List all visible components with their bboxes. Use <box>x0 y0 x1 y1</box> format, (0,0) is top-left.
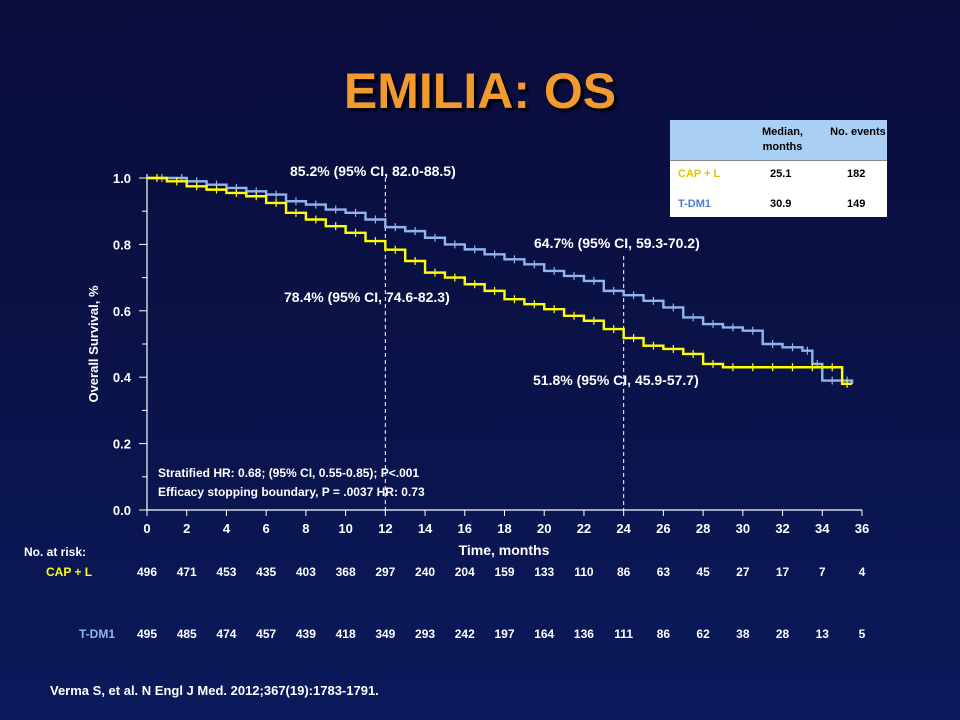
risk-count: 293 <box>415 627 436 641</box>
risk-count: 86 <box>656 627 671 641</box>
summary-table-header: Median, months No. events <box>670 120 887 160</box>
x-tick-label: 0 <box>143 521 150 536</box>
risk-count: 111 <box>614 627 633 641</box>
y-tick-label: 0.4 <box>113 370 132 385</box>
risk-count: 240 <box>415 565 436 579</box>
x-tick-label: 20 <box>537 521 551 536</box>
y-tick-label: 1.0 <box>113 171 131 186</box>
annotation-24m-tdm1: 64.7% (95% CI, 59.3-70.2) <box>534 235 700 251</box>
x-tick-label: 30 <box>736 521 750 536</box>
risk-count: 164 <box>534 627 555 641</box>
x-tick-label: 32 <box>775 521 789 536</box>
risk-count: 63 <box>656 565 671 579</box>
risk-count: 418 <box>335 627 356 641</box>
citation: Verma S, et al. N Engl J Med. 2012;367(1… <box>50 683 379 698</box>
header-events: No. events <box>830 126 886 138</box>
page-title: EMILIA: OS <box>343 63 617 119</box>
x-tick-label: 12 <box>378 521 392 536</box>
x-tick-label: 16 <box>458 521 472 536</box>
risk-count: 242 <box>454 627 475 641</box>
x-tick-label: 14 <box>418 521 433 536</box>
risk-count: 27 <box>736 565 750 579</box>
table-divider <box>670 160 887 161</box>
annotation-12m-capl: 78.4% (95% CI, 74.6-82.3) <box>284 289 450 305</box>
risk-count: 474 <box>216 627 237 641</box>
risk-count: 297 <box>375 565 396 579</box>
risk-label-capl: CAP + L <box>46 565 93 579</box>
y-tick-label: 0.6 <box>113 304 131 319</box>
row-median: 30.9 <box>770 198 792 210</box>
y-tick-label: 0.0 <box>113 503 131 518</box>
risk-count: 62 <box>696 627 710 641</box>
x-tick-label: 22 <box>577 521 591 536</box>
risk-header: No. at risk: <box>24 545 87 559</box>
x-tick-label: 24 <box>616 521 631 536</box>
chart-curves <box>147 174 854 388</box>
row-events: 182 <box>847 168 866 180</box>
x-tick-label: 18 <box>497 521 511 536</box>
risk-count: 403 <box>295 565 316 579</box>
risk-count: 435 <box>256 565 277 579</box>
row-events: 149 <box>847 198 866 210</box>
hr-text-line1: Stratified HR: 0.68; (95% CI, 0.55-0.85)… <box>158 466 420 480</box>
chart-axes <box>139 174 863 516</box>
annotation-12m-tdm1: 85.2% (95% CI, 82.0-88.5) <box>290 163 456 179</box>
row-name: T-DM1 <box>678 198 711 210</box>
x-tick-label: 4 <box>223 521 231 536</box>
y-tick-label: 0.8 <box>113 237 131 252</box>
risk-count: 13 <box>815 627 829 641</box>
x-tick-label: 36 <box>855 521 869 536</box>
x-tick-label: 8 <box>302 521 309 536</box>
risk-count: 368 <box>335 565 356 579</box>
risk-count: 349 <box>375 627 396 641</box>
x-tick-label: 10 <box>338 521 352 536</box>
x-tick-label: 28 <box>696 521 710 536</box>
risk-label-tdm1: T-DM1 <box>79 627 115 641</box>
risk-count: 159 <box>494 565 515 579</box>
risk-count: 457 <box>256 627 277 641</box>
risk-count: 110 <box>574 565 594 579</box>
risk-count: 45 <box>696 565 710 579</box>
risk-count: 4 <box>858 565 866 579</box>
risk-count: 439 <box>295 627 316 641</box>
hr-text-line2: Efficacy stopping boundary, P = .0037 HR… <box>158 485 425 499</box>
risk-count: 197 <box>494 627 515 641</box>
series-line-tdm1 <box>147 176 854 384</box>
risk-count: 7 <box>818 565 826 579</box>
x-tick-label: 6 <box>263 521 270 536</box>
risk-count: 485 <box>176 627 197 641</box>
risk-count: 38 <box>736 627 750 641</box>
x-tick-label: 2 <box>183 521 190 536</box>
x-tick-label: 34 <box>815 521 830 536</box>
risk-count: 204 <box>454 565 475 579</box>
annotation-24m-capl: 51.8% (95% CI, 45.9-57.7) <box>533 372 699 388</box>
risk-count: 17 <box>775 565 790 579</box>
y-tick-label: 0.2 <box>113 437 131 452</box>
risk-count: 471 <box>176 565 197 579</box>
risk-count: 136 <box>573 627 594 641</box>
risk-count: 453 <box>216 565 237 579</box>
risk-count: 86 <box>616 565 631 579</box>
y-axis-label: Overall Survival, % <box>86 285 101 403</box>
row-name: CAP + L <box>678 168 721 180</box>
series-line-capl <box>147 176 853 386</box>
risk-count: 5 <box>858 627 866 641</box>
risk-count: 496 <box>136 565 158 579</box>
x-axis-label: Time, months <box>458 542 550 558</box>
row-median: 25.1 <box>770 168 792 180</box>
header-median: Median, months <box>762 126 803 153</box>
risk-count: 28 <box>775 627 790 641</box>
chart-ticks: 0.00.20.40.60.81.00 2 4 6 8 10 12 14 16 18 20 22 24 2… <box>113 171 869 536</box>
summary-table: Median, months No. events CAP + L 25.1 1… <box>670 120 887 217</box>
risk-count: 133 <box>534 565 555 579</box>
x-tick-label: 26 <box>656 521 670 536</box>
risk-count: 495 <box>136 627 158 641</box>
